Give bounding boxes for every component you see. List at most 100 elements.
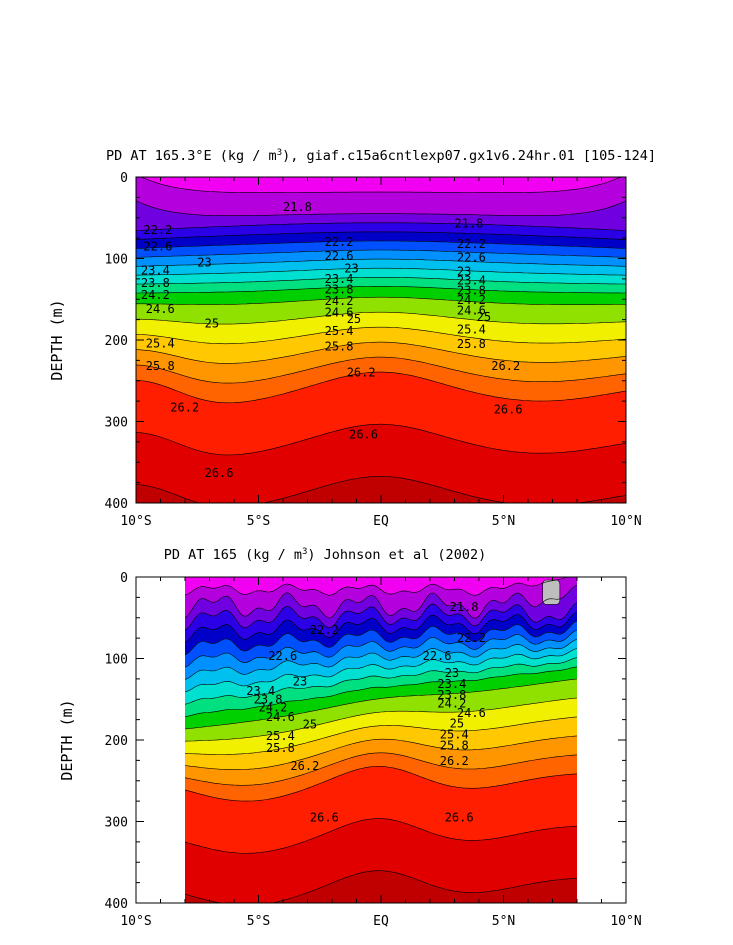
contour-label: 23.8 bbox=[141, 276, 170, 290]
contour-line bbox=[136, 267, 626, 276]
contour-line bbox=[136, 341, 626, 364]
contour-label: 24.6 bbox=[325, 305, 354, 319]
missing-data-patch bbox=[542, 579, 561, 605]
panel-bottom-plot bbox=[185, 577, 577, 903]
contour-label: 24.2 bbox=[259, 700, 288, 714]
contour-label: 25 bbox=[450, 717, 464, 731]
contour-label: 26.2 bbox=[170, 401, 199, 415]
y-tick-label: 100 bbox=[105, 253, 128, 268]
contour-label: 21.8 bbox=[455, 217, 484, 231]
contour-label: 23.4 bbox=[325, 272, 354, 286]
contour-label: 22.2 bbox=[457, 237, 486, 251]
contour-line bbox=[185, 697, 577, 742]
contour-label: 24.2 bbox=[141, 288, 170, 302]
panel-top-fills bbox=[136, 177, 626, 503]
contour-label: 25.4 bbox=[325, 324, 354, 338]
contour-label: 25.4 bbox=[146, 336, 175, 350]
contour-label: 22.2 bbox=[143, 223, 172, 237]
x-tick-label: 10°N bbox=[610, 914, 641, 929]
panel-bottom-contour-lines bbox=[185, 577, 577, 903]
panel-top-ylabel: DEPTH (m) bbox=[48, 299, 66, 380]
contour-line bbox=[136, 240, 626, 249]
contour-line bbox=[185, 666, 577, 717]
contour-label: 25 bbox=[477, 310, 491, 324]
x-tick-label: 5°S bbox=[247, 914, 270, 929]
y-tick-label: 200 bbox=[105, 334, 128, 349]
contour-label: 23.4 bbox=[141, 264, 170, 278]
contour-line bbox=[136, 476, 626, 503]
y-tick-label: 300 bbox=[105, 816, 128, 831]
contour-label: 25.8 bbox=[325, 340, 354, 354]
contour-label: 25.8 bbox=[146, 359, 175, 373]
contour-line bbox=[136, 249, 626, 258]
contour-line bbox=[136, 231, 626, 240]
contour-line bbox=[136, 311, 626, 325]
contour-line bbox=[185, 716, 577, 755]
contour-label: 26.2 bbox=[290, 759, 319, 773]
contour-line bbox=[136, 277, 626, 285]
x-tick-label: 5°S bbox=[247, 514, 270, 529]
contour-label: 26.6 bbox=[349, 428, 378, 442]
panel-top-title: PD AT 165.3°E (kg / m3), giaf.c15a6cntle… bbox=[106, 148, 656, 164]
contour-line bbox=[185, 657, 577, 705]
contour-label: 22.6 bbox=[143, 239, 172, 253]
contour-line bbox=[136, 423, 626, 456]
contour-line bbox=[185, 638, 577, 680]
contour-label: 23 bbox=[344, 261, 358, 275]
panel-top-contour-lines bbox=[136, 177, 626, 503]
contour-label: 23 bbox=[445, 666, 459, 680]
contour-line bbox=[185, 629, 577, 668]
contour-line bbox=[136, 258, 626, 267]
panel-bottom: PD AT 165 (kg / m3) Johnson et al (2002)… bbox=[58, 547, 642, 929]
y-tick-label: 0 bbox=[120, 571, 128, 586]
y-tick-label: 400 bbox=[105, 897, 128, 912]
contour-label: 26.2 bbox=[440, 754, 469, 768]
panel-top: PD AT 165.3°E (kg / m3), giaf.c15a6cntle… bbox=[48, 148, 656, 529]
contour-label: 24.2 bbox=[437, 696, 466, 710]
contour-label: 23.8 bbox=[457, 283, 486, 297]
contour-label: 22.2 bbox=[325, 235, 354, 249]
contour-label: 26.6 bbox=[205, 466, 234, 480]
contour-label: 22.6 bbox=[457, 251, 486, 265]
contour-line bbox=[136, 177, 626, 193]
contour-line bbox=[136, 222, 626, 231]
contour-label: 25.4 bbox=[266, 729, 295, 743]
contour-label: 23.4 bbox=[457, 274, 486, 288]
contour-line bbox=[185, 620, 577, 656]
x-tick-label: 10°S bbox=[120, 514, 151, 529]
x-tick-label: 10°S bbox=[120, 914, 151, 929]
contour-label: 24.2 bbox=[325, 294, 354, 308]
contour-line bbox=[185, 577, 577, 596]
x-tick-label: 5°N bbox=[492, 514, 515, 529]
contour-label: 23.4 bbox=[246, 684, 275, 698]
contour-label: 23 bbox=[457, 265, 471, 279]
contour-line bbox=[136, 296, 626, 305]
contour-label: 21.8 bbox=[283, 200, 312, 214]
contour-line bbox=[185, 752, 577, 786]
contour-label: 26.6 bbox=[494, 402, 523, 416]
contour-label: 23 bbox=[197, 256, 211, 270]
y-tick-label: 300 bbox=[105, 416, 128, 431]
contour-line bbox=[136, 200, 626, 216]
panel-top-plot bbox=[136, 177, 626, 503]
contour-line bbox=[185, 611, 577, 643]
contour-label: 25.8 bbox=[440, 739, 469, 753]
x-tick-label: 5°N bbox=[492, 914, 515, 929]
contour-label: 24.6 bbox=[266, 710, 295, 724]
contour-label: 23.8 bbox=[325, 283, 354, 297]
contour-label: 23.4 bbox=[437, 677, 466, 691]
contour-line bbox=[185, 678, 577, 730]
y-tick-label: 100 bbox=[105, 653, 128, 668]
contour-line bbox=[185, 602, 577, 631]
contour-label: 25 bbox=[205, 317, 219, 331]
contour-label: 23.8 bbox=[254, 692, 283, 706]
panel-bottom-ylabel: DEPTH (m) bbox=[58, 699, 76, 780]
contour-label: 23 bbox=[293, 674, 307, 688]
contour-line bbox=[185, 766, 577, 802]
contour-label: 21.8 bbox=[450, 600, 479, 614]
x-tick-label: 10°N bbox=[610, 514, 641, 529]
contour-label: 24.6 bbox=[457, 706, 486, 720]
contour-label: 22.2 bbox=[310, 623, 339, 637]
contour-label: 26.6 bbox=[310, 810, 339, 824]
